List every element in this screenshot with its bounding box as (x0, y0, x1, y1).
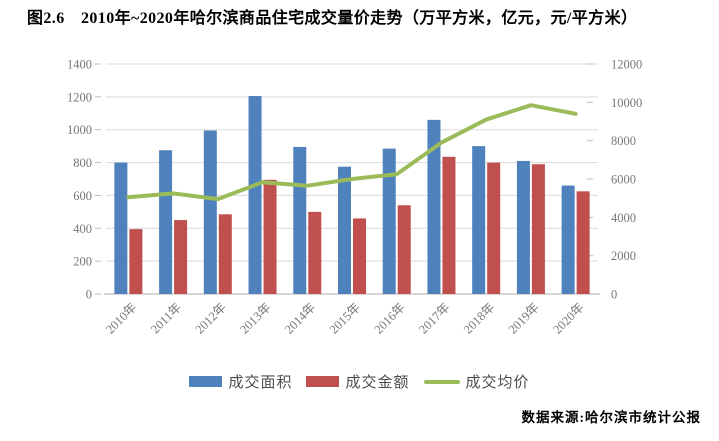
line-average-price (126, 103, 578, 202)
bar-transaction-area (203, 130, 217, 294)
bar-transaction-area (427, 119, 441, 294)
x-axis-category-label: 2014年 (282, 300, 318, 336)
figure-title: 图2.6 2010年~2020年哈尔滨商品住宅成交量价走势（万平方米，亿元，元/… (27, 10, 638, 27)
bar-transaction-area (159, 150, 173, 294)
legend-bar-swatch (306, 376, 340, 387)
bar-transaction-amount (263, 179, 277, 294)
bar-transaction-amount (531, 164, 545, 294)
legend-item-1: 成交金额 (306, 371, 409, 392)
left-axis-tick-label: 800 (73, 156, 92, 170)
legend-bar-swatch (189, 376, 223, 387)
legend-label: 成交均价 (465, 375, 530, 391)
right-axis-tick-label: 6000 (611, 173, 636, 187)
bar-transaction-amount (218, 214, 232, 294)
legend-line-swatch (423, 379, 460, 384)
right-axis-tick-label: 0 (611, 288, 617, 302)
left-axis-tick-label: 1400 (67, 58, 92, 72)
bar-transaction-area (382, 148, 396, 294)
legend-label: 成交面积 (228, 375, 293, 391)
x-axis-category-label: 2018年 (461, 300, 497, 336)
bar-transaction-area (516, 160, 530, 294)
bar-transaction-amount (129, 229, 143, 294)
left-axis-tick-label: 0 (86, 288, 92, 302)
bar-transaction-area (472, 146, 486, 294)
combo-chart-canvas: 0 200 400 600 800 1000 1200 1400 0 2000 4000 6000 80… (67, 58, 642, 337)
legend-item-2: 成交均价 (423, 371, 530, 392)
left-axis-tick-label: 1200 (67, 90, 92, 104)
left-axis-tick-label: 600 (73, 189, 92, 203)
bar-transaction-area (338, 166, 351, 294)
x-axis-category-label: 2012年 (193, 300, 229, 336)
bar-transaction-amount (353, 218, 366, 294)
bar-transaction-amount (576, 191, 590, 294)
right-axis-tick-label: 4000 (611, 211, 636, 225)
bar-transaction-amount (174, 220, 188, 294)
x-axis-category-label: 2020年 (550, 300, 586, 336)
bar-transaction-area (293, 146, 307, 294)
right-axis-tick-label: 2000 (611, 249, 636, 263)
bar-transaction-amount (442, 156, 456, 294)
left-axis-tick-label: 1000 (67, 123, 92, 137)
left-axis-tick-label: 400 (73, 222, 92, 236)
bar-transaction-area (114, 162, 128, 294)
bar-transaction-amount (397, 205, 411, 294)
right-axis-tick-label: 10000 (611, 96, 642, 110)
right-axis-tick-label: 12000 (611, 58, 642, 72)
data-source-note: 数据来源:哈尔滨市统计公报 (521, 410, 701, 425)
x-axis-category-label: 2011年 (148, 300, 184, 336)
x-axis-category-label: 2017年 (416, 300, 452, 336)
right-axis-tick-label: 8000 (611, 134, 636, 148)
legend-item-0: 成交面积 (189, 371, 292, 392)
bar-transaction-area (248, 96, 262, 295)
bar-transaction-amount (487, 162, 501, 294)
x-axis-category-label: 2016年 (371, 300, 407, 336)
x-axis-category-label: 2015年 (327, 300, 363, 336)
x-axis-category-label: 2019年 (506, 300, 542, 336)
chart-legend: 成交面积 成交金额 成交均价 (0, 371, 719, 392)
bar-transaction-area (561, 185, 575, 294)
x-axis-category-label: 2010年 (103, 300, 139, 336)
legend-label: 成交金额 (345, 375, 410, 391)
bar-transaction-amount (308, 211, 322, 294)
left-axis-tick-label: 200 (73, 255, 92, 269)
x-axis-category-label: 2013年 (237, 300, 273, 336)
